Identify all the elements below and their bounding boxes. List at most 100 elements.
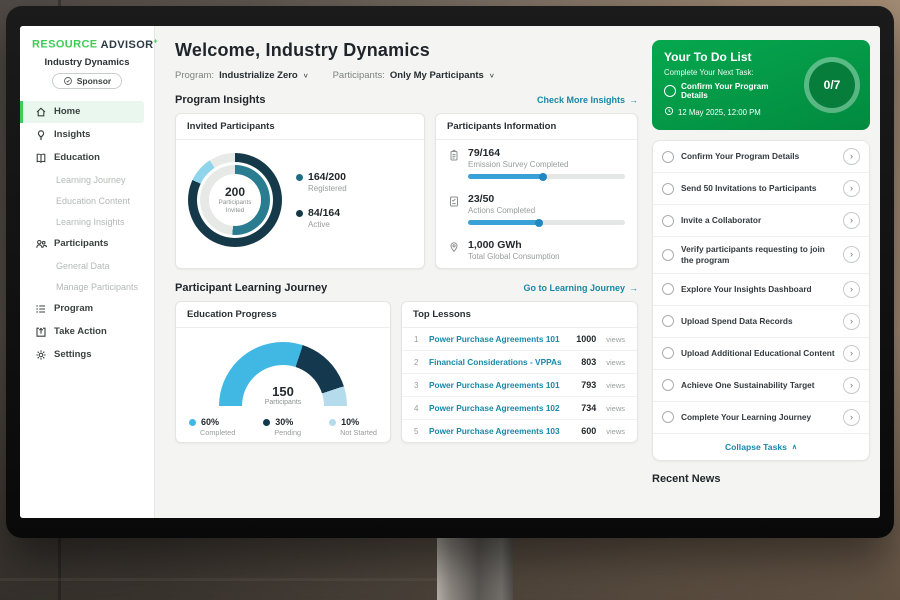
next-task-row[interactable]: Confirm Your Program Details	[664, 82, 794, 100]
chevron-right-icon[interactable]: ›	[843, 280, 860, 298]
sidebar-item-education-content[interactable]: Education Content	[56, 195, 131, 206]
next-task-checkbox[interactable]	[664, 85, 676, 97]
monitor-bezel: RESOURCE ADVISOR+ Industry Dynamics Spon…	[6, 6, 894, 538]
lesson-link[interactable]: Power Purchase Agreements 101	[429, 380, 560, 390]
lesson-row: 1 Power Purchase Agreements 101 1000 vie…	[402, 328, 637, 351]
task-checkbox[interactable]	[662, 214, 674, 227]
legend-dot-pending	[263, 418, 271, 426]
card-title: Invited Participants	[176, 114, 424, 140]
task-item-achieve-target[interactable]: Achieve One Sustainability Target ›	[653, 370, 869, 402]
lesson-link[interactable]: Power Purchase Agreements 102	[429, 403, 560, 413]
monitor-stand	[437, 533, 513, 600]
task-checkbox[interactable]	[662, 150, 674, 163]
due-date-row: 12 May 2025, 12:00 PM	[664, 106, 858, 118]
sidebar: RESOURCE ADVISOR+ Industry Dynamics Spon…	[20, 26, 159, 518]
learning-journey-cards: Education Progress 150 Participants 60% …	[175, 301, 638, 443]
lesson-row: 3 Power Purchase Agreements 101 793 view…	[402, 374, 637, 397]
legend-item-completed: 60% Completed	[189, 417, 235, 437]
invited-participants-card: Invited Participants 200 Participants In…	[175, 113, 425, 269]
list-icon	[35, 303, 47, 315]
task-item-send-invitations[interactable]: Send 50 Invitations to Participants ›	[653, 173, 869, 205]
gauge-legend: 60% Completed 30% Pending 10% Not Starte…	[176, 406, 390, 437]
stat-actions-completed: 23/50 Actions Completed	[436, 186, 637, 232]
sidebar-nav: Home Insights Education Learning Journey…	[20, 97, 154, 518]
home-icon	[35, 106, 47, 118]
pin-icon	[448, 241, 460, 259]
sidebar-item-participants[interactable]: Participants	[20, 233, 154, 255]
program-insights-cards: Invited Participants 200 Participants In…	[175, 113, 638, 269]
task-item-complete-learning-journey[interactable]: Complete Your Learning Journey ›	[653, 402, 869, 434]
learning-journey-header: Participant Learning Journey Go to Learn…	[175, 282, 638, 294]
chevron-right-icon[interactable]: ›	[843, 212, 860, 229]
stat-global-consumption: 1,000 GWh Total Global Consumption	[436, 232, 637, 268]
section-title-learning-journey: Participant Learning Journey	[175, 282, 328, 294]
task-checkbox[interactable]	[662, 248, 674, 261]
sidebar-item-take-action[interactable]: Take Action	[20, 321, 154, 343]
logo-text-secondary: ADVISOR+	[100, 38, 159, 51]
task-checkbox[interactable]	[662, 315, 674, 328]
section-title-program-insights: Program Insights	[175, 94, 266, 106]
sidebar-item-settings[interactable]: Settings	[20, 344, 154, 366]
chevron-right-icon[interactable]: ›	[843, 180, 860, 197]
sidebar-item-learning-journey[interactable]: Learning Journey	[56, 174, 126, 185]
clock-icon	[664, 106, 674, 118]
legend-item-registered: 164/200 Registered	[296, 171, 347, 193]
collapse-tasks-link[interactable]: Collapse Tasks ∧	[724, 441, 798, 452]
sidebar-item-general-data[interactable]: General Data	[56, 260, 110, 271]
chevron-right-icon[interactable]: ›	[843, 148, 860, 165]
program-insights-header: Program Insights Check More Insights →	[175, 94, 638, 106]
participants-filter[interactable]: Participants: Only My Participants ∨	[332, 70, 495, 81]
sidebar-item-program[interactable]: Program	[20, 298, 154, 320]
chevron-right-icon[interactable]: ›	[843, 344, 860, 362]
lesson-row: 5 Power Purchase Agreements 103 600 view…	[414, 426, 625, 436]
card-title: Top Lessons	[402, 302, 637, 328]
chevron-right-icon[interactable]: ›	[843, 376, 860, 394]
chevron-right-icon[interactable]: ›	[843, 408, 860, 426]
legend-item-not-started: 10% Not Started	[329, 417, 377, 437]
filters-row: Program: Industrialize Zero ∨ Participan…	[175, 70, 638, 81]
checklist-icon	[448, 195, 460, 213]
sidebar-item-learning-insights[interactable]: Learning Insights	[56, 216, 125, 227]
upload-action-icon	[35, 326, 47, 338]
go-to-learning-journey-link[interactable]: Go to Learning Journey →	[523, 283, 638, 293]
task-checkbox[interactable]	[662, 411, 674, 424]
dashboard-screen: RESOURCE ADVISOR+ Industry Dynamics Spon…	[20, 26, 880, 518]
task-checkbox[interactable]	[662, 347, 674, 360]
legend-item-pending: 30% Pending	[263, 417, 301, 437]
task-checkbox[interactable]	[662, 379, 674, 392]
stat-emission-survey: 79/164 Emission Survey Completed	[436, 140, 637, 186]
task-checkbox[interactable]	[662, 283, 674, 296]
task-item-verify-participants[interactable]: Verify participants requesting to join t…	[653, 237, 869, 274]
arrow-right-icon: →	[629, 283, 638, 293]
sidebar-item-insights[interactable]: Insights	[20, 124, 154, 146]
book-icon	[35, 152, 47, 164]
lesson-link[interactable]: Power Purchase Agreements 101	[429, 334, 560, 344]
people-icon	[35, 238, 47, 250]
program-filter[interactable]: Program: Industrialize Zero ∨	[175, 70, 309, 81]
lesson-link[interactable]: Power Purchase Agreements 103	[429, 426, 560, 436]
invited-participants-donut: 200 Participants Invited	[188, 153, 282, 247]
task-item-upload-spend-data[interactable]: Upload Spend Data Records ›	[653, 306, 869, 338]
task-item-invite-collaborator[interactable]: Invite a Collaborator ›	[653, 205, 869, 237]
sidebar-item-manage-participants[interactable]: Manage Participants	[56, 281, 139, 292]
sidebar-item-education[interactable]: Education	[20, 147, 154, 169]
chevron-down-icon: ∨	[302, 71, 309, 80]
task-checkbox[interactable]	[662, 182, 674, 195]
top-lessons-card: Top Lessons 1 Power Purchase Agreements …	[401, 301, 638, 443]
chevron-up-icon: ∧	[791, 443, 798, 451]
sidebar-item-home[interactable]: Home	[20, 100, 144, 123]
chevron-right-icon[interactable]: ›	[843, 312, 860, 330]
task-item-explore-insights[interactable]: Explore Your Insights Dashboard ›	[653, 274, 869, 306]
legend-dot-not-started	[329, 418, 337, 426]
chevron-right-icon[interactable]: ›	[843, 246, 860, 264]
education-progress-gauge-wrap: 150 Participants	[219, 342, 347, 406]
sponsor-badge[interactable]: Sponsor	[51, 72, 123, 89]
task-item-upload-educational-content[interactable]: Upload Additional Educational Content ›	[653, 338, 869, 370]
lesson-link[interactable]: Financial Considerations - VPPAs	[429, 357, 562, 367]
education-progress-card: Education Progress 150 Participants 60% …	[175, 301, 391, 443]
check-more-insights-link[interactable]: Check More Insights →	[536, 95, 638, 105]
org-name: Industry Dynamics	[44, 56, 130, 68]
todo-progress-ring: 0/7	[804, 57, 860, 113]
lesson-row: 4 Power Purchase Agreements 102 734 view…	[402, 397, 637, 420]
task-item-confirm-program[interactable]: Confirm Your Program Details ›	[653, 141, 869, 173]
